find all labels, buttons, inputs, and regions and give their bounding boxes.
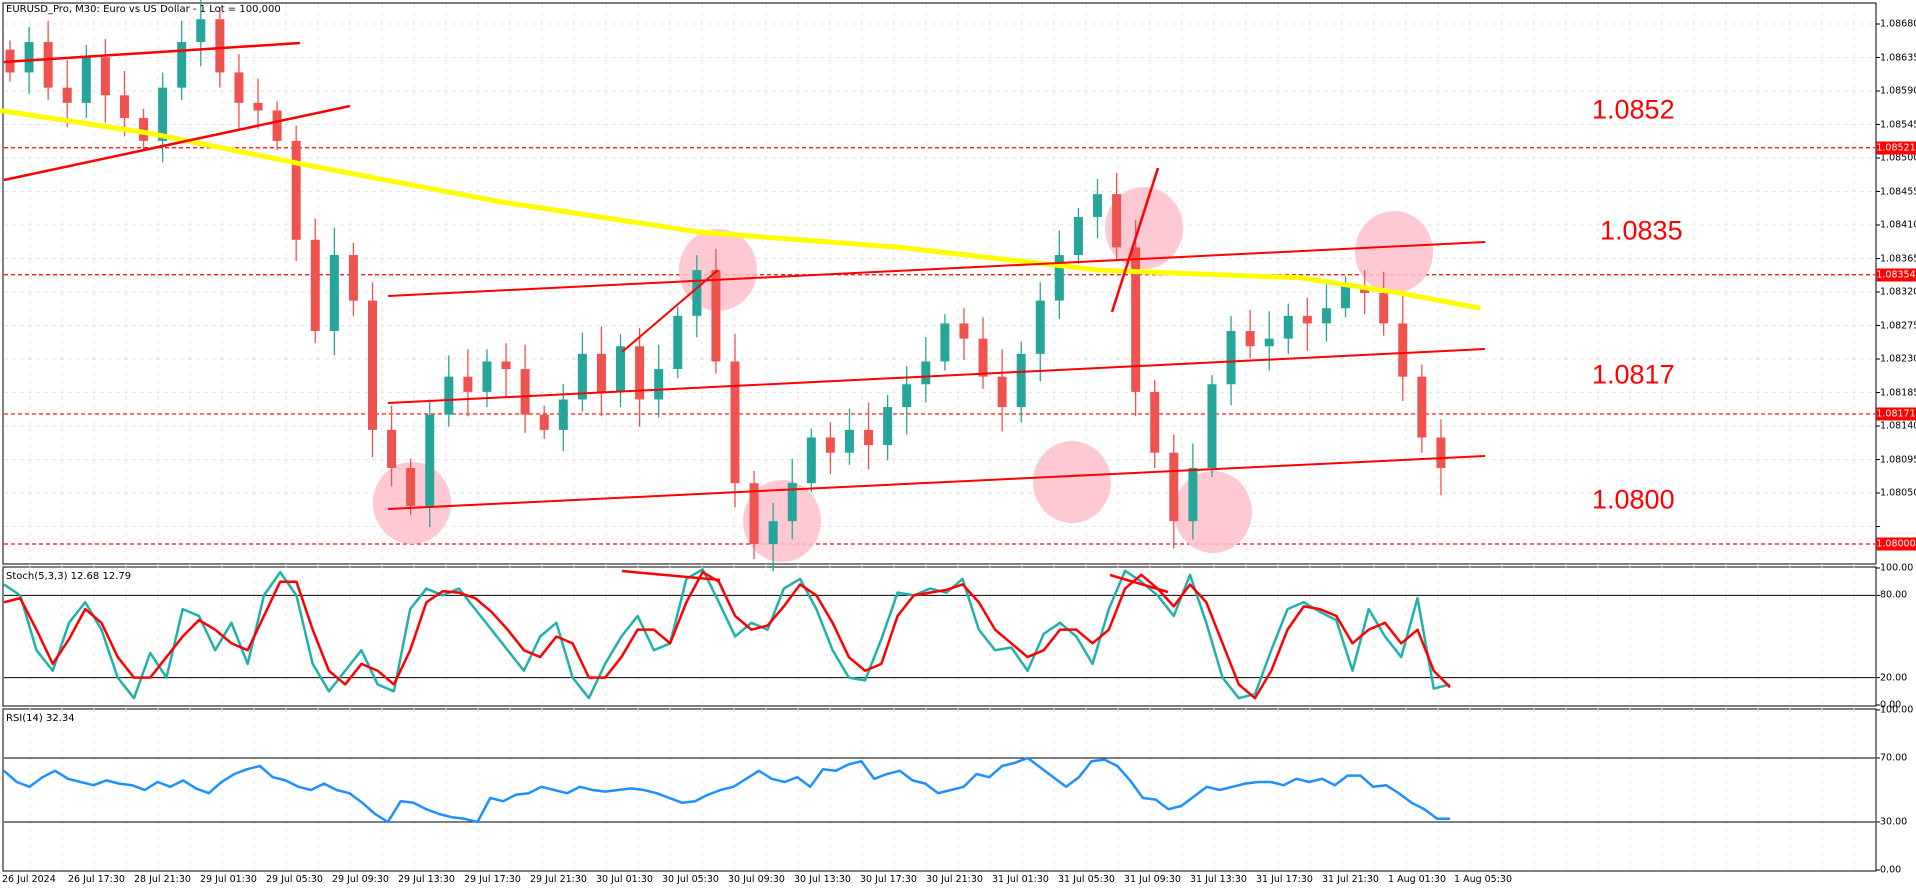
time-tick: 26 Jul 17:30 [68,874,125,885]
trendline [387,241,1486,297]
trendline [621,269,719,353]
stoch-title: Stoch(5,3,3) 12.68 12.79 [6,571,132,582]
time-tick: 31 Jul 13:30 [1190,874,1247,885]
time-tick: 30 Jul 09:30 [728,874,785,885]
time-tick: 30 Jul 01:30 [596,874,653,885]
price-tick: 1.08230 [1880,353,1916,365]
highlight-circle [1174,471,1252,553]
time-tick: 30 Jul 05:30 [662,874,719,885]
time-tick: 29 Jul 17:30 [464,874,521,885]
time-tick: 29 Jul 21:30 [530,874,587,885]
time-tick: 31 Jul 05:30 [1058,874,1115,885]
level-tag-1-08171[interactable]: 1.08171 [1876,407,1916,421]
time-tick: 30 Jul 21:30 [926,874,983,885]
price-tick: 1.08185 [1880,387,1916,399]
stoch-tick: 20.00 [1880,672,1908,684]
level-label-1-0800[interactable]: 1.0800 [1592,484,1675,515]
rsi-tick: 30.00 [1880,816,1908,828]
price-tick: 1.08365 [1880,253,1916,265]
rsi-title: RSI(14) 32.34 [6,713,75,724]
level-label-1-0817[interactable]: 1.0817 [1592,359,1675,390]
price-tick: 1.08320 [1880,286,1916,298]
time-tick: 31 Jul 17:30 [1256,874,1313,885]
price-tick: 1.08590 [1880,85,1916,97]
price-tick: 1.08635 [1880,52,1916,64]
grid [4,4,1880,870]
time-tick: 29 Jul 01:30 [200,874,257,885]
rsi-tick: 0.00 [1880,864,1902,876]
price-tick: 1.08545 [1880,119,1916,131]
trendline [3,41,301,64]
level-label-1-0852[interactable]: 1.0852 [1592,94,1675,125]
ma-200-line [0,108,1481,311]
rsi-tick: 100.00 [1880,704,1914,716]
stoch-tick: 0.00 [1880,699,1902,711]
highlight-circle [1355,211,1433,293]
price-tick: 1.08410 [1880,219,1916,231]
time-tick: 1 Aug 01:30 [1388,874,1447,885]
level-tag-1-08000[interactable]: 1.08000 [1876,537,1916,551]
moving-average-line[interactable] [0,108,1481,311]
time-tick: 28 Jul 21:30 [134,874,191,885]
trendline [3,104,351,182]
price-tick: 1.08500 [1880,152,1916,164]
trendline [1110,167,1160,313]
rsi-pane-frame [2,708,1877,872]
stoch-tick: 80.00 [1880,589,1908,601]
price-tick: 1.08680 [1880,18,1916,30]
time-tick: 30 Jul 17:30 [860,874,917,885]
time-tick: 29 Jul 05:30 [266,874,323,885]
time-tick: 26 Jul 2024 [2,874,56,885]
time-tick: 31 Jul 21:30 [1322,874,1379,885]
highlight-circle [1105,187,1183,269]
trendlines[interactable] [3,41,1486,510]
time-tick: 31 Jul 09:30 [1124,874,1181,885]
price-tick: 1.08140 [1880,420,1916,432]
trendline [387,455,1486,510]
trendline [387,348,1486,404]
level-label-1-0835[interactable]: 1.0835 [1600,215,1683,246]
chart-title: EURUSD_Pro, M30: Euro vs US Dollar - 1 L… [6,4,281,15]
stoch-tick: 100.00 [1880,562,1914,574]
highlight-circles[interactable] [373,187,1433,562]
price-tick: 1.08050 [1880,487,1916,499]
time-tick: 29 Jul 13:30 [398,874,455,885]
time-tick: 1 Aug 05:30 [1454,874,1513,885]
price-tick: 1.08095 [1880,454,1916,466]
stochastic-lines [3,567,1880,706]
highlight-circle [743,480,821,562]
time-tick: 31 Jul 01:30 [992,874,1049,885]
time-tick: 29 Jul 09:30 [332,874,389,885]
stoch-pane-frame [2,566,1877,707]
level-tag-1-08521[interactable]: 1.08521 [1876,141,1916,155]
rsi-tick: 70.00 [1880,752,1908,764]
price-tick: 1.08455 [1880,186,1916,198]
time-tick: 30 Jul 13:30 [794,874,851,885]
rsi-line [3,709,1880,871]
main-pane-frame [2,2,1877,565]
level-tag-1-08354[interactable]: 1.08354 [1876,268,1916,282]
highlight-circle [1033,441,1111,523]
price-tick: 1.08275 [1880,320,1916,332]
